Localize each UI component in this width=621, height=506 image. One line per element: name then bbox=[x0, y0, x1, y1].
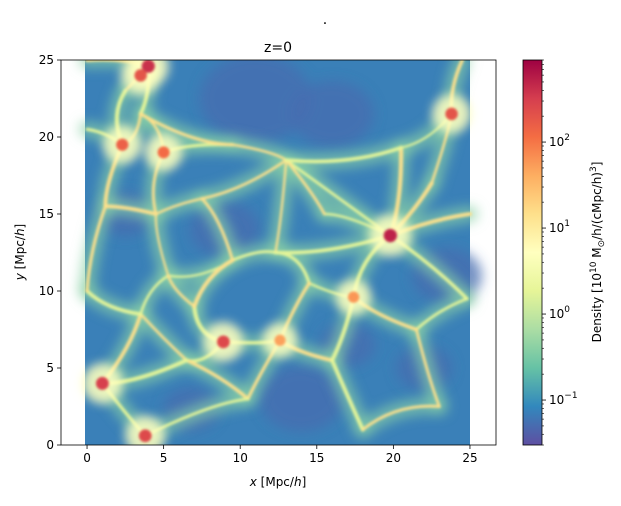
halo bbox=[274, 334, 286, 346]
halo bbox=[138, 429, 152, 443]
void-region bbox=[259, 365, 344, 432]
figure-suptitle: . bbox=[323, 12, 327, 28]
halo bbox=[383, 228, 398, 243]
filament bbox=[361, 404, 441, 432]
colorbar-frame bbox=[522, 59, 543, 446]
plot-frame bbox=[60, 59, 497, 446]
x-tick-label: 25 bbox=[462, 451, 477, 465]
x-tick-label: 0 bbox=[83, 451, 91, 465]
y-tick-label: 10 bbox=[39, 284, 54, 298]
colorbar-tick-label: 102 bbox=[549, 133, 570, 149]
filament bbox=[273, 250, 311, 285]
x-tick-label: 10 bbox=[233, 451, 248, 465]
colorbar-gradient bbox=[523, 60, 542, 445]
colorbar-ticks: 10−1 100 101 102 bbox=[542, 59, 578, 446]
filament bbox=[139, 274, 170, 316]
filament bbox=[284, 145, 403, 164]
colorbar-label: Density [1010 M⊙/h/(cMpc/h)3] bbox=[589, 162, 607, 343]
filament bbox=[184, 358, 250, 401]
filament bbox=[284, 158, 326, 216]
filament bbox=[200, 158, 288, 201]
filament bbox=[330, 358, 365, 432]
filament bbox=[154, 197, 204, 216]
y-tick-label: 20 bbox=[39, 130, 54, 144]
x-axis-label: x [Mpc/h] bbox=[249, 475, 307, 489]
filament bbox=[414, 297, 469, 331]
y-tick-label: 0 bbox=[46, 438, 54, 452]
halo bbox=[95, 376, 109, 390]
halo bbox=[116, 138, 129, 151]
filament bbox=[139, 112, 235, 147]
y-tick-label: 5 bbox=[46, 361, 54, 375]
filament bbox=[414, 328, 441, 408]
x-axis-ticks: 0 5 10 15 20 25 bbox=[83, 445, 478, 465]
filament bbox=[154, 212, 170, 277]
filament bbox=[166, 274, 196, 308]
colorbar-tick-label: 10−1 bbox=[549, 391, 578, 407]
colorbar: 10−1 100 101 102 Density [1010 M⊙/h/(cMpc/h… bbox=[522, 59, 607, 446]
filament bbox=[85, 289, 143, 317]
filament bbox=[139, 312, 188, 362]
filament bbox=[274, 158, 288, 254]
colorbar-tick-label: 100 bbox=[549, 305, 570, 321]
y-tick-label: 25 bbox=[39, 53, 54, 67]
filament bbox=[103, 204, 158, 216]
x-tick-label: 20 bbox=[386, 451, 401, 465]
halo bbox=[445, 107, 458, 121]
plot-area: 0 5 10 15 20 25 0 5 10 15 20 25 x [Mpc/h] y [Mpc/h… bbox=[13, 53, 497, 489]
halo bbox=[216, 335, 230, 349]
filament bbox=[192, 258, 235, 309]
y-tick-label: 15 bbox=[39, 207, 54, 221]
halo bbox=[134, 69, 147, 82]
void-region bbox=[290, 80, 375, 147]
filament bbox=[200, 197, 235, 262]
x-tick-label: 5 bbox=[160, 451, 168, 465]
filament bbox=[85, 204, 108, 293]
y-axis-label: y [Mpc/h] bbox=[13, 224, 27, 282]
filament bbox=[231, 143, 288, 162]
chart-title: z=0 bbox=[264, 40, 292, 56]
halos bbox=[95, 60, 458, 443]
x-tick-label: 15 bbox=[309, 451, 324, 465]
halo bbox=[157, 146, 170, 159]
void-region bbox=[199, 60, 312, 143]
density-image bbox=[79, 60, 482, 445]
colorbar-tick-label: 101 bbox=[549, 219, 570, 235]
filament bbox=[231, 250, 277, 262]
halo-envelopes bbox=[82, 60, 472, 445]
y-axis-ticks: 0 5 10 15 20 25 bbox=[39, 53, 61, 452]
halo bbox=[141, 60, 155, 73]
halo bbox=[347, 291, 360, 303]
